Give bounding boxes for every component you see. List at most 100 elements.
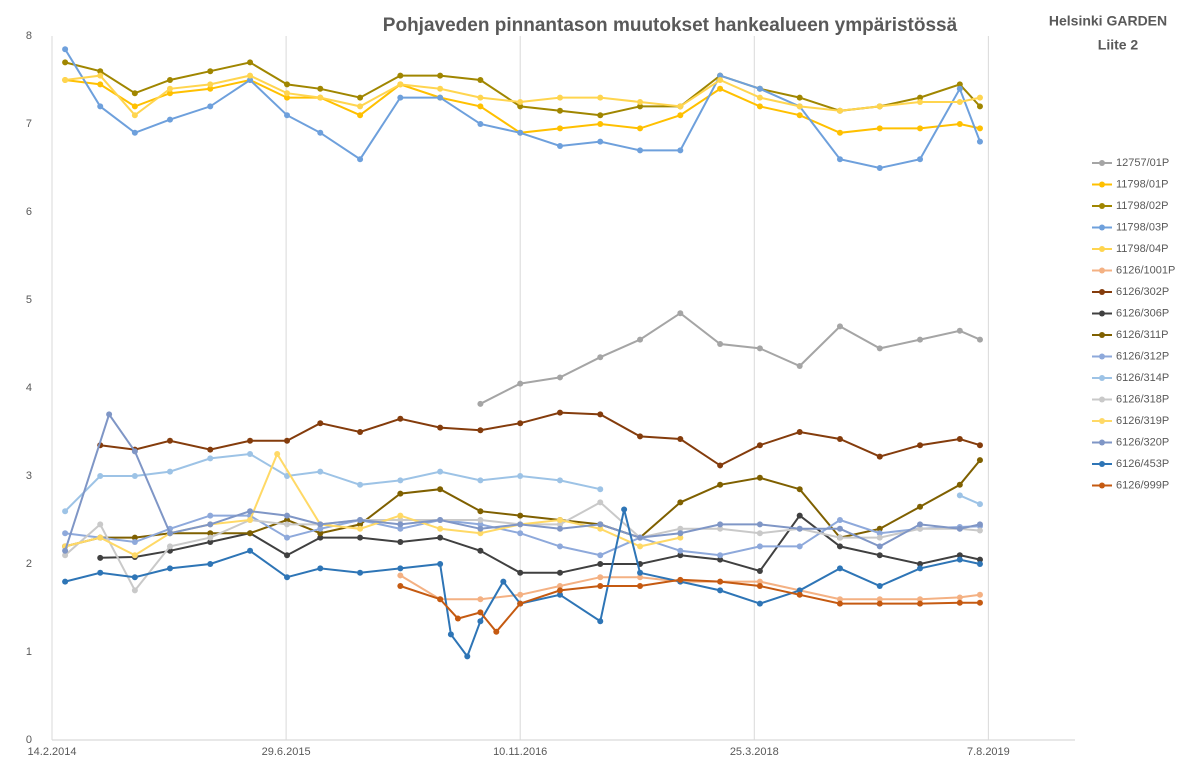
data-point (796, 429, 803, 435)
data-point (597, 521, 604, 528)
data-point (796, 525, 803, 532)
x-tick-label: 25.3.2018 (730, 746, 779, 758)
data-point (397, 94, 404, 101)
data-point (956, 594, 963, 601)
legend-marker (1099, 181, 1105, 188)
data-point (477, 477, 484, 484)
data-point (917, 561, 924, 567)
data-point (284, 521, 291, 528)
y-tick-label: 7 (26, 118, 32, 130)
data-point (247, 59, 254, 66)
data-point (876, 596, 883, 603)
y-tick-label: 3 (26, 470, 32, 482)
data-point (62, 547, 69, 554)
data-point (917, 94, 924, 101)
data-point (637, 583, 644, 589)
data-point (556, 125, 563, 132)
series-line (64, 452, 981, 512)
data-point (62, 578, 69, 585)
data-point (397, 583, 404, 589)
data-point (166, 468, 173, 475)
data-point (131, 129, 138, 136)
data-point (756, 474, 763, 481)
data-point (397, 81, 404, 88)
data-point (876, 534, 883, 541)
data-point (556, 143, 563, 149)
data-point (976, 94, 983, 101)
data-point (597, 411, 604, 418)
data-point (131, 552, 138, 559)
data-point (464, 653, 471, 660)
data-point (437, 596, 444, 603)
data-point (717, 462, 724, 469)
data-point (836, 534, 843, 541)
series-line (100, 411, 981, 467)
data-point (836, 543, 843, 550)
data-point (976, 599, 983, 606)
data-point (556, 525, 563, 532)
data-point (836, 156, 843, 163)
data-point (976, 103, 983, 110)
data-point (477, 547, 484, 554)
legend-label: 6126/319P (1116, 415, 1169, 427)
data-point (397, 565, 404, 572)
data-point (357, 521, 364, 528)
data-point (97, 68, 104, 75)
data-point (437, 561, 444, 567)
chart-title: Pohjaveden pinnantason muutokset hankeal… (383, 15, 958, 36)
data-point (166, 77, 173, 83)
data-point (62, 508, 69, 515)
data-point (166, 530, 173, 537)
data-point (437, 424, 444, 431)
data-point (517, 512, 524, 519)
data-point (207, 561, 214, 567)
data-point (621, 506, 628, 513)
legend-label: 6126/1001P (1116, 264, 1175, 276)
data-point (756, 521, 763, 528)
data-point (437, 486, 444, 493)
y-tick-label: 8 (26, 30, 32, 42)
data-point (317, 129, 324, 136)
data-point (717, 525, 724, 532)
data-point (976, 125, 983, 132)
data-point (131, 587, 138, 594)
data-point (207, 455, 214, 462)
data-point (62, 77, 69, 83)
data-point (796, 112, 803, 119)
data-point (677, 530, 684, 537)
data-point (597, 574, 604, 581)
data-point (756, 600, 763, 607)
data-point (956, 81, 963, 88)
data-point (447, 631, 454, 638)
data-point (437, 534, 444, 541)
data-point (284, 112, 291, 119)
data-point (717, 556, 724, 563)
data-point (717, 77, 724, 83)
y-tick-label: 6 (26, 206, 32, 218)
data-point (207, 539, 214, 545)
data-point (717, 578, 724, 585)
data-point (976, 336, 983, 343)
data-point (284, 81, 291, 88)
data-point (247, 451, 254, 457)
legend-marker (1099, 246, 1105, 252)
data-point (397, 572, 404, 579)
data-point (956, 121, 963, 127)
data-point (876, 103, 883, 110)
data-point (597, 354, 604, 361)
series-line (399, 574, 981, 601)
data-point (917, 503, 924, 510)
data-point (284, 94, 291, 101)
data-point (796, 103, 803, 110)
data-point (207, 521, 214, 528)
data-point (917, 600, 924, 607)
series-line (64, 412, 981, 552)
data-point (284, 437, 291, 444)
data-point (131, 103, 138, 110)
data-point (317, 534, 324, 541)
legend-label: 6126/306P (1116, 307, 1169, 319)
data-point (597, 138, 604, 145)
data-point (357, 481, 364, 488)
data-point (836, 565, 843, 572)
